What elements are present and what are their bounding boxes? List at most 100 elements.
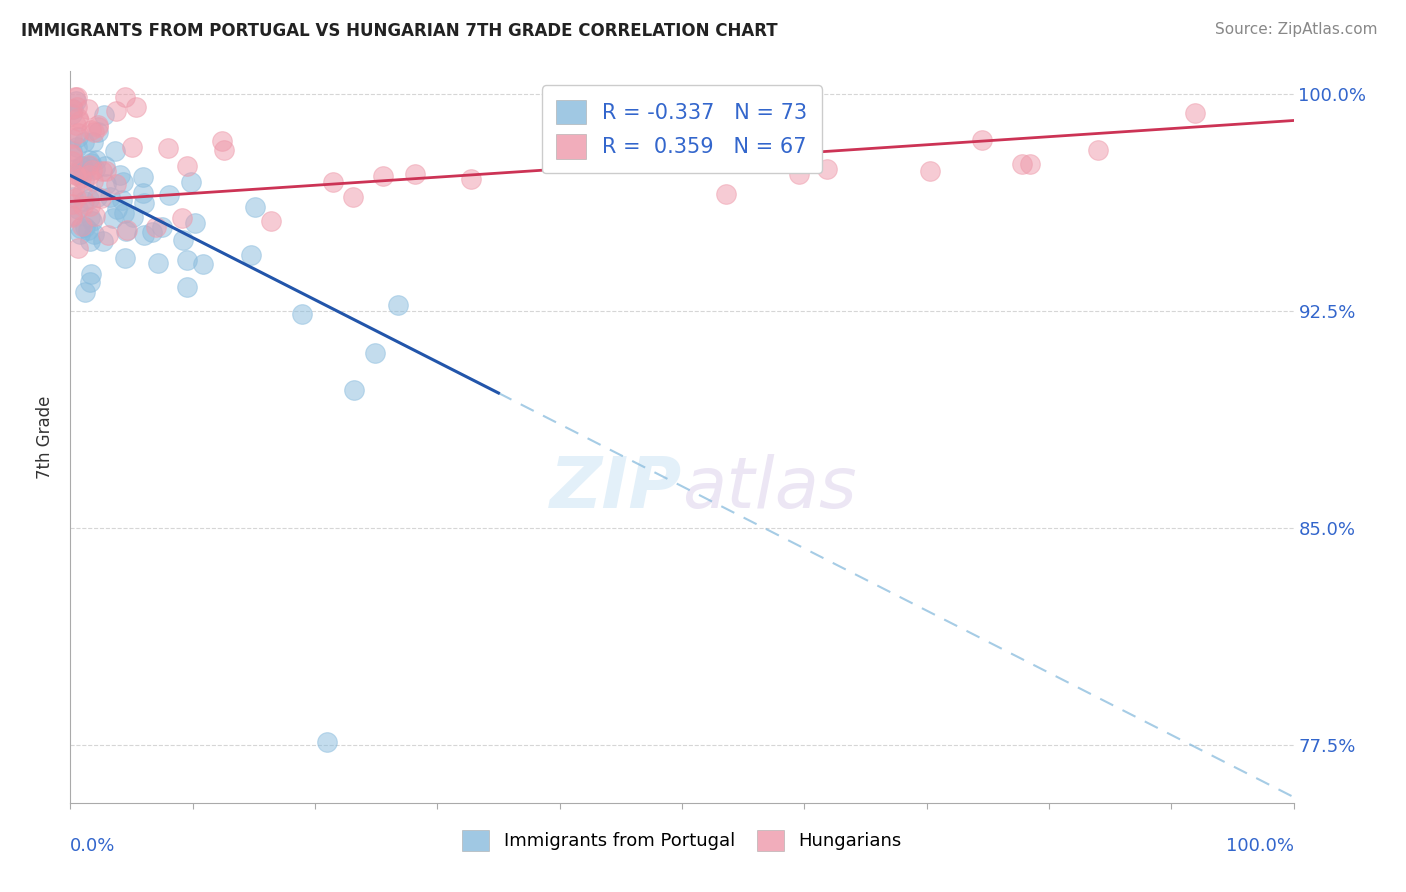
Point bbox=[84, 153, 107, 168]
Point bbox=[60, 147, 83, 161]
Point bbox=[60, 147, 83, 161]
Point bbox=[1087, 143, 1109, 157]
Point bbox=[759, 145, 782, 159]
Point bbox=[69, 221, 91, 235]
Point bbox=[404, 167, 426, 181]
Point bbox=[80, 214, 103, 228]
Point bbox=[316, 735, 339, 749]
Point bbox=[67, 111, 90, 125]
Point bbox=[343, 383, 366, 397]
Point bbox=[65, 90, 87, 104]
Point bbox=[291, 307, 314, 321]
Point bbox=[91, 235, 114, 249]
Point bbox=[918, 164, 941, 178]
Point bbox=[146, 256, 169, 270]
Point bbox=[90, 191, 112, 205]
Point bbox=[79, 210, 101, 224]
Point bbox=[80, 123, 103, 137]
Point bbox=[183, 216, 205, 230]
Point bbox=[322, 175, 344, 189]
Point bbox=[82, 174, 104, 188]
Point bbox=[105, 103, 128, 118]
Point bbox=[176, 280, 198, 294]
Point bbox=[69, 227, 91, 241]
Point bbox=[73, 164, 96, 178]
Point bbox=[239, 248, 262, 262]
Point bbox=[77, 169, 100, 183]
Text: 100.0%: 100.0% bbox=[1226, 838, 1294, 855]
Point bbox=[150, 219, 173, 234]
Y-axis label: 7th Grade: 7th Grade bbox=[37, 395, 55, 479]
Text: ZIP: ZIP bbox=[550, 454, 682, 523]
Point bbox=[132, 170, 155, 185]
Point bbox=[214, 143, 236, 157]
Point bbox=[82, 135, 104, 149]
Legend: Immigrants from Portugal, Hungarians: Immigrants from Portugal, Hungarians bbox=[453, 821, 911, 860]
Point bbox=[60, 196, 83, 211]
Point bbox=[156, 141, 179, 155]
Point bbox=[69, 164, 91, 178]
Point bbox=[86, 190, 108, 204]
Point bbox=[84, 209, 107, 223]
Point bbox=[97, 228, 120, 243]
Point bbox=[65, 191, 87, 205]
Point bbox=[125, 100, 148, 114]
Point bbox=[364, 346, 387, 360]
Point bbox=[60, 144, 83, 158]
Point bbox=[79, 276, 101, 290]
Point bbox=[176, 252, 198, 267]
Point bbox=[66, 240, 89, 254]
Point bbox=[70, 171, 93, 186]
Point bbox=[83, 162, 105, 177]
Point bbox=[111, 194, 134, 208]
Point bbox=[105, 177, 128, 191]
Point bbox=[60, 210, 83, 224]
Point bbox=[132, 186, 155, 200]
Point bbox=[77, 159, 100, 173]
Point bbox=[815, 161, 838, 176]
Point bbox=[243, 200, 266, 214]
Point bbox=[72, 219, 94, 234]
Point bbox=[60, 209, 83, 223]
Text: 0.0%: 0.0% bbox=[70, 838, 115, 855]
Point bbox=[66, 90, 89, 104]
Point bbox=[111, 175, 134, 189]
Point bbox=[373, 169, 395, 184]
Point bbox=[211, 134, 233, 148]
Point bbox=[60, 102, 83, 116]
Point bbox=[73, 135, 96, 149]
Point bbox=[80, 156, 103, 170]
Point bbox=[970, 133, 993, 147]
Point bbox=[77, 223, 100, 237]
Point bbox=[77, 192, 100, 206]
Point bbox=[91, 163, 114, 178]
Point bbox=[60, 107, 83, 121]
Point bbox=[77, 153, 100, 168]
Point bbox=[72, 199, 94, 213]
Point bbox=[1018, 157, 1040, 171]
Point bbox=[96, 177, 118, 191]
Point bbox=[108, 169, 131, 183]
Point bbox=[94, 163, 117, 178]
Point bbox=[180, 175, 202, 189]
Text: IMMIGRANTS FROM PORTUGAL VS HUNGARIAN 7TH GRADE CORRELATION CHART: IMMIGRANTS FROM PORTUGAL VS HUNGARIAN 7T… bbox=[21, 22, 778, 40]
Point bbox=[1184, 105, 1206, 120]
Point bbox=[79, 199, 101, 213]
Point bbox=[83, 227, 105, 242]
Text: Source: ZipAtlas.com: Source: ZipAtlas.com bbox=[1215, 22, 1378, 37]
Point bbox=[63, 162, 86, 177]
Point bbox=[94, 159, 117, 173]
Point bbox=[60, 154, 83, 169]
Point bbox=[70, 159, 93, 173]
Point bbox=[191, 257, 214, 271]
Point bbox=[157, 187, 180, 202]
Point bbox=[93, 108, 115, 122]
Point bbox=[132, 227, 155, 242]
Point bbox=[105, 202, 128, 217]
Point bbox=[101, 211, 124, 225]
Point bbox=[60, 130, 83, 145]
Point bbox=[787, 167, 810, 181]
Point bbox=[115, 224, 138, 238]
Point bbox=[114, 252, 136, 266]
Point bbox=[132, 195, 155, 210]
